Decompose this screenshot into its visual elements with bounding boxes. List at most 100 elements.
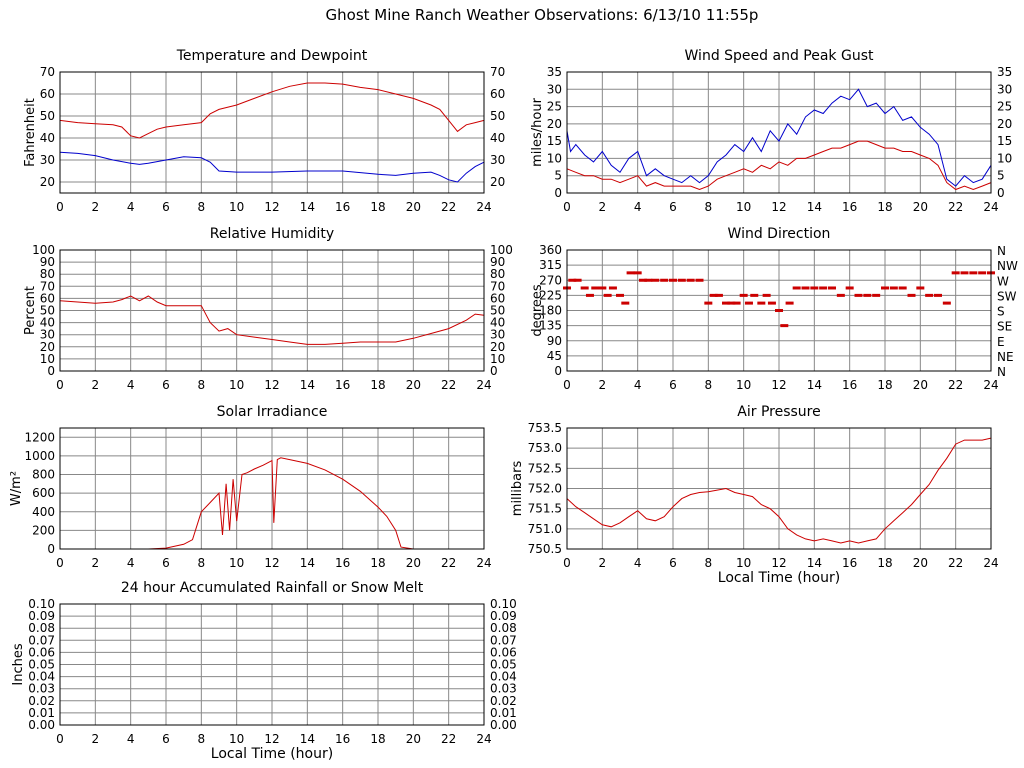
wind-y-tick-label: 5 [554,169,562,183]
rain-y-tick-label: 0.01 [28,706,55,720]
rain-y-tick-label: 0.10 [28,597,55,611]
direction-y-label: degrees [530,284,545,337]
rain-y-tick-label: 0.00 [28,718,55,732]
solar-x-tick-label: 12 [264,556,279,570]
direction-compass-label: E [997,335,1005,349]
humidity-x-tick-label: 22 [441,378,456,392]
wind-x-tick-label: 0 [563,200,571,214]
direction-point [750,293,759,297]
pressure-y-tick-label: 752.0 [528,482,562,496]
direction-point [704,301,713,305]
rain-y-tick-label: 0.05 [28,658,55,672]
temp-y-label: Fahrenheit [23,98,38,167]
direction-point [762,293,771,297]
pressure-title: Air Pressure [737,404,820,420]
direction-x-tick-label: 14 [807,378,822,392]
pressure-x-tick-label: 12 [771,556,786,570]
direction-x-tick-label: 0 [563,378,571,392]
solar-grid [59,428,485,550]
humidity-y-tick-label-right: 20 [490,340,505,354]
rain-x-tick-label: 8 [198,732,206,746]
humidity-y-tick-label-right: 30 [490,328,505,342]
wind-x-tick-label: 22 [948,200,963,214]
direction-point [591,286,600,290]
humidity-y-tick-label: 100 [32,243,55,257]
wind-frame [566,71,992,194]
solar-x-tick-label: 18 [370,556,385,570]
direction-y-tick-label: 270 [539,273,562,287]
direction-compass-label: S [997,305,1005,319]
wind-x-tick-label: 18 [877,200,892,214]
direction-point [603,293,612,297]
humidity-y-tick-label-right: 90 [490,255,505,269]
wind-series-line [566,88,992,187]
humidity-y-tick-label-right: 10 [490,352,505,366]
humidity-y-tick-label-right: 0 [490,364,498,378]
solar-y-tick-label: 1200 [24,430,55,444]
direction-compass-label: NW [997,259,1018,273]
rain-x-tick-label: 2 [92,732,100,746]
rain-y-tick-label-right: 0.09 [490,609,517,623]
rain-y-tick-label-right: 0.06 [490,645,517,659]
direction-point [644,278,653,282]
rain-y-tick-label-right: 0.00 [490,718,517,732]
wind-y-tick-label-right: 5 [997,169,1005,183]
temp-y-tick-label-right: 20 [490,175,505,189]
humidity-x-tick-label: 10 [229,378,244,392]
solar-y-tick-label: 1000 [24,449,55,463]
direction-y-tick-label: 315 [539,258,562,272]
rain-y-tick-label: 0.08 [28,621,55,635]
humidity-y-tick-label-right: 60 [490,291,505,305]
wind-x-tick-label: 14 [807,200,822,214]
solar-x-tick-label: 24 [476,556,491,570]
pressure-frame [566,427,992,550]
direction-point [568,278,577,282]
pressure-x-tick-label: 16 [842,556,857,570]
wind-y-tick-label: 30 [547,82,562,96]
direction-point [660,278,669,282]
pressure-y-tick-label: 751.0 [528,522,562,536]
rain-y-tick-label-right: 0.07 [490,633,517,647]
direction-point [651,278,660,282]
temp-x-tick-label: 22 [441,200,456,214]
direction-point [714,293,723,297]
rain-x-tick-label: 4 [127,732,135,746]
direction-point [638,278,647,282]
rain-y-tick-label-right: 0.02 [490,694,517,708]
rain-x-tick-label: 22 [441,732,456,746]
humidity-y-tick-label-right: 40 [490,316,505,330]
direction-point [757,301,766,305]
temp-y-tick-label-right: 60 [490,87,505,101]
temp-frame [59,71,485,194]
humidity-y-tick-label: 90 [40,255,55,269]
direction-point [810,286,819,290]
temp-x-tick-label: 0 [56,200,64,214]
pressure-y-tick-label: 753.0 [528,441,562,455]
rain-x-tick-label: 18 [370,732,385,746]
solar-x-tick-label: 6 [162,556,170,570]
rain-x-tick-label: 10 [229,732,244,746]
humidity-x-tick-label: 6 [162,378,170,392]
solar-frame [59,427,485,550]
humidity-x-tick-label: 2 [92,378,100,392]
temp-grid [59,71,485,193]
temp-x-tick-label: 4 [127,200,135,214]
pressure-series-line [566,437,992,544]
rain-x-label: Local Time (hour) [211,746,333,762]
humidity-y-tick-label-right: 80 [490,267,505,281]
humidity-y-tick-label-right: 50 [490,304,505,318]
temp-x-tick-label: 20 [406,200,421,214]
wind-y-tick-label: 0 [554,186,562,200]
direction-point [898,286,907,290]
solar-y-tick-label: 400 [32,505,55,519]
rain-y-tick-label: 0.06 [28,645,55,659]
solar-y-label: W/m² [9,471,24,506]
direction-compass-label: SE [997,320,1012,334]
temp-y-tick-label-right: 40 [490,131,505,145]
direction-point [845,286,854,290]
solar-x-tick-label: 10 [229,556,244,570]
direction-series [563,271,995,328]
solar-y-tick-label: 600 [32,486,55,500]
